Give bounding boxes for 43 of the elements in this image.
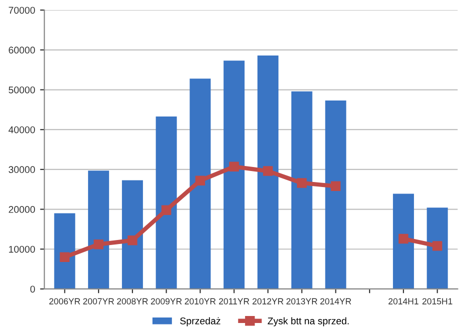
bar <box>291 91 312 289</box>
point <box>94 239 104 250</box>
bar <box>54 213 76 289</box>
point <box>229 162 239 172</box>
y-tick-label: 20000 <box>8 206 35 213</box>
x-tick-label: 2012YR <box>252 298 284 304</box>
x-tick-label: 2014H1 <box>388 298 418 304</box>
x-tick-label: 2015H1 <box>422 298 452 304</box>
point <box>398 234 408 244</box>
x-tick-label: 2010YR <box>184 298 216 304</box>
x-tick-label: 2008YR <box>117 298 148 304</box>
y-tick-label: 40000 <box>8 126 35 134</box>
bar <box>426 208 448 289</box>
y-tick-label: 60000 <box>8 46 35 54</box>
point <box>263 166 273 176</box>
bar <box>325 100 346 289</box>
point <box>432 241 442 251</box>
x-tick-label: 2011YR <box>219 298 250 304</box>
x-tick-label: 2009YR <box>150 298 182 304</box>
x-tick-label: 2006YR <box>49 298 80 304</box>
y-tick-label: 30000 <box>8 166 35 174</box>
point <box>195 176 206 186</box>
x-tick-label: 2007YR <box>83 298 114 304</box>
legend-label: Zysk btt na sprzed. <box>268 317 349 326</box>
point <box>128 235 138 246</box>
point <box>161 205 172 215</box>
y-tick-label: 50000 <box>8 86 35 94</box>
x-tick-label: 2014YR <box>320 298 352 304</box>
bar <box>156 116 177 289</box>
bar <box>122 180 143 289</box>
y-tick-label: 10000 <box>9 246 35 253</box>
y-tick-label: 70000 <box>8 6 35 14</box>
x-tick-label: 2013YR <box>286 298 318 304</box>
y-tick-label: 0 <box>30 286 35 293</box>
bar <box>88 170 110 289</box>
legend-label: Sprzedaż <box>180 317 220 326</box>
bar <box>224 60 245 289</box>
point <box>60 252 70 262</box>
bar <box>257 56 278 289</box>
bar <box>190 78 211 289</box>
point <box>296 178 307 188</box>
point <box>330 181 341 192</box>
bar <box>392 194 414 289</box>
